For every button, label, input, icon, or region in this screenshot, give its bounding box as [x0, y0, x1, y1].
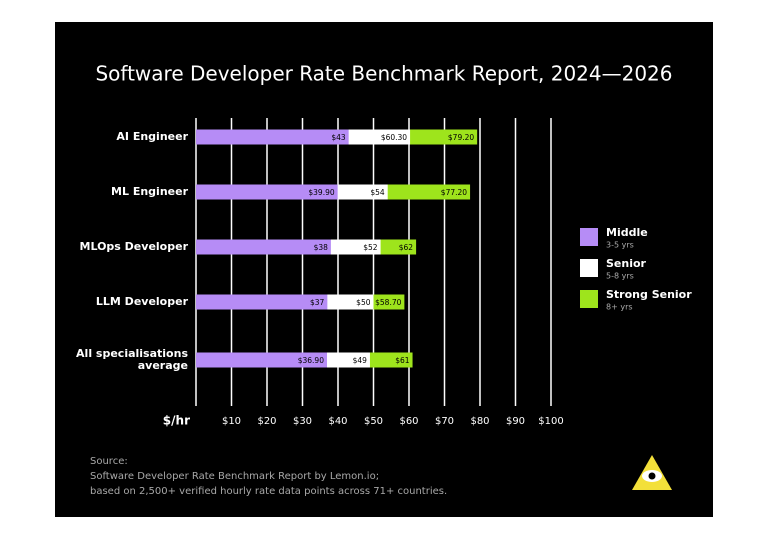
- x-tick-label: $80: [470, 416, 489, 427]
- x-tick-label: $90: [506, 416, 525, 427]
- value-label: $61: [395, 356, 410, 365]
- x-tick-label: $10: [222, 416, 241, 427]
- legend-description: 3-5 yrs: [606, 241, 634, 250]
- bar: [196, 352, 327, 368]
- legend-description: 5-8 yrs: [606, 272, 634, 281]
- source-text: Source:: [90, 456, 128, 467]
- legend-swatch: [580, 228, 598, 246]
- x-tick-label: $70: [435, 416, 454, 427]
- value-label: $43: [331, 133, 346, 142]
- y-tick-label: AI Engineer: [116, 130, 188, 143]
- value-label: $36.90: [298, 356, 324, 365]
- value-label: $77.20: [441, 188, 467, 197]
- x-axis-label: $/hr: [163, 414, 190, 428]
- y-tick-label: All specialisations average: [76, 347, 188, 372]
- x-tick-label: $30: [293, 416, 312, 427]
- value-label: $62: [399, 243, 414, 252]
- logo: [632, 455, 672, 490]
- value-label: $38: [314, 243, 329, 252]
- value-label: $52: [363, 243, 378, 252]
- bar: [196, 294, 328, 310]
- source-text: based on 2,500+ verified hourly rate dat…: [90, 486, 447, 497]
- value-label: $79.20: [448, 133, 474, 142]
- panel: [55, 22, 713, 517]
- value-label: $39.90: [308, 188, 334, 197]
- value-label: $54: [370, 188, 385, 197]
- legend-label: Strong Senior: [606, 288, 692, 301]
- x-tick-label: $100: [538, 416, 563, 427]
- bar: [196, 184, 338, 200]
- legend-swatch: [580, 290, 598, 308]
- value-label: $58.70: [375, 298, 401, 307]
- y-tick-label: LLM Developer: [95, 295, 188, 308]
- legend-swatch: [580, 259, 598, 277]
- value-label: $60.30: [381, 133, 407, 142]
- x-tick-label: $60: [399, 416, 418, 427]
- x-tick-label: $50: [364, 416, 383, 427]
- x-tick-label: $40: [328, 416, 347, 427]
- bar: [196, 239, 331, 255]
- legend-label: Senior: [606, 257, 647, 270]
- y-tick-label: ML Engineer: [111, 185, 188, 198]
- bar: [196, 129, 349, 145]
- value-label: $49: [353, 356, 368, 365]
- value-label: $37: [310, 298, 325, 307]
- legend-label: Middle: [606, 226, 648, 239]
- value-label: $50: [356, 298, 371, 307]
- legend-description: 8+ yrs: [606, 303, 633, 312]
- x-tick-label: $20: [257, 416, 276, 427]
- y-tick-label: MLOps Developer: [79, 240, 188, 253]
- source-text: Software Developer Rate Benchmark Report…: [90, 471, 379, 482]
- chart-title: Software Developer Rate Benchmark Report…: [95, 62, 672, 86]
